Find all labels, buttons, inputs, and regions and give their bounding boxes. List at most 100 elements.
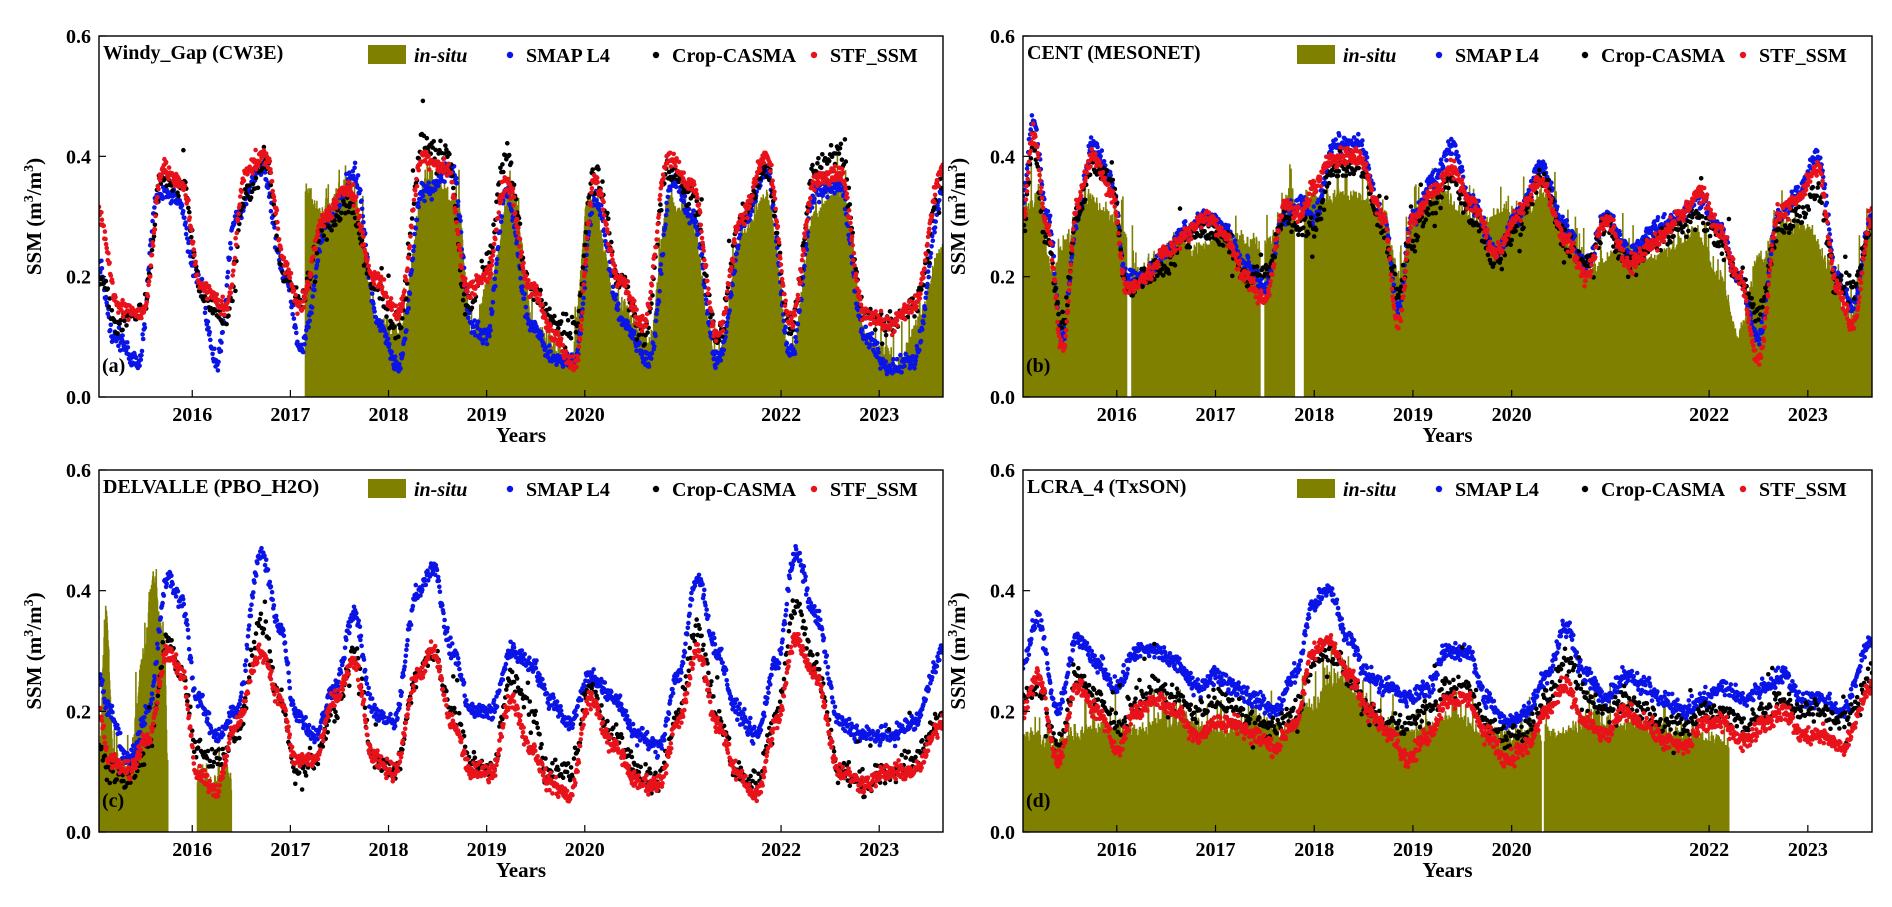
stf-point [412, 188, 418, 193]
smap-point [1457, 160, 1462, 165]
stf-point [241, 178, 247, 184]
smap-point [718, 358, 724, 363]
smap-point [150, 218, 155, 224]
stf-point [805, 217, 810, 223]
stf-point [275, 226, 281, 232]
smap-point [385, 336, 391, 342]
smap-point [732, 269, 738, 274]
casma-point [465, 304, 471, 309]
stf-point [674, 156, 679, 161]
smap-point [652, 344, 657, 349]
casma-point [567, 330, 573, 336]
casma-point [186, 205, 191, 211]
smap-point [1564, 218, 1570, 223]
casma-point [105, 286, 111, 292]
smap-point [926, 274, 931, 280]
casma-point [118, 317, 123, 323]
stf-point [548, 323, 553, 329]
casma-point [233, 288, 238, 294]
smap-point [172, 193, 177, 198]
smap-point [1246, 259, 1251, 265]
plot-marks [99, 98, 943, 397]
smap-point [490, 309, 495, 314]
smap-point [205, 319, 211, 324]
stf-point [521, 260, 526, 266]
stf-point [517, 244, 522, 249]
smap-point [1359, 142, 1365, 148]
casma-point [352, 215, 358, 221]
stf-point [164, 169, 169, 175]
smap-point [1088, 135, 1094, 140]
x-tick-label: 2016 [172, 404, 212, 426]
smap-point [825, 194, 830, 200]
legend: in-situ SMAP L4 Crop-CASMA STF_SSM [360, 41, 938, 67]
smap-point [1633, 245, 1638, 251]
smap-point [846, 232, 851, 238]
stf-point [730, 259, 736, 265]
smap-point [1572, 233, 1578, 239]
smap-point [734, 251, 739, 256]
stf-point [195, 272, 200, 278]
stf-point [364, 253, 369, 258]
smap-point [664, 208, 670, 213]
stf-point [409, 225, 415, 230]
stf-point [146, 279, 152, 284]
stf-point [490, 253, 496, 258]
stf-point [463, 281, 469, 287]
smap-point [219, 340, 224, 345]
stf-point [577, 337, 583, 343]
stf-point [361, 242, 367, 247]
casma-point [319, 228, 325, 233]
casma-point [314, 250, 320, 256]
casma-point [842, 137, 848, 142]
stf-point [491, 241, 497, 247]
stf-point [459, 265, 465, 271]
smap-point [225, 269, 231, 275]
casma-point [115, 331, 120, 336]
stf-point [723, 309, 728, 315]
smap-point [543, 345, 549, 350]
axes-frame [98, 35, 944, 398]
insitu-series [1023, 161, 1872, 397]
casma-point [472, 298, 478, 303]
casma-point [151, 234, 157, 239]
casma-point [442, 151, 447, 156]
stf-point [150, 240, 155, 245]
stf-point [440, 161, 446, 166]
smap-point [1662, 212, 1667, 217]
smap-point [411, 244, 417, 249]
smap-point [140, 332, 145, 337]
smap-point [782, 330, 788, 335]
smap-point [914, 354, 919, 359]
stf-point [579, 327, 584, 332]
smap-point [715, 360, 720, 366]
smap-point [1029, 113, 1035, 118]
smap-point [99, 258, 104, 264]
x-tick-label: 2018 [369, 404, 409, 426]
stf-point [520, 265, 526, 271]
stf-point [842, 178, 847, 184]
smap-point [933, 219, 938, 224]
stf-point [775, 224, 781, 229]
stf-point [463, 276, 468, 282]
stf-point [458, 253, 464, 258]
x-tick-label: 2020 [565, 404, 605, 426]
stf-point [350, 191, 356, 197]
casma-point [645, 330, 650, 335]
smap-point [903, 351, 908, 357]
casma-point [332, 218, 337, 223]
smap-point [522, 291, 527, 297]
smap-point [812, 196, 817, 202]
casma-point [431, 139, 437, 144]
smap-point [1549, 180, 1554, 185]
smap-point [914, 343, 920, 349]
stf-point [453, 209, 459, 214]
smap-point [923, 295, 928, 301]
casma-point [810, 162, 815, 168]
stf-point [580, 289, 586, 294]
smap-point [1449, 151, 1455, 156]
stf-point [365, 257, 370, 263]
stf-point [865, 309, 871, 314]
smap-point [352, 165, 357, 170]
casma-point [210, 310, 216, 316]
